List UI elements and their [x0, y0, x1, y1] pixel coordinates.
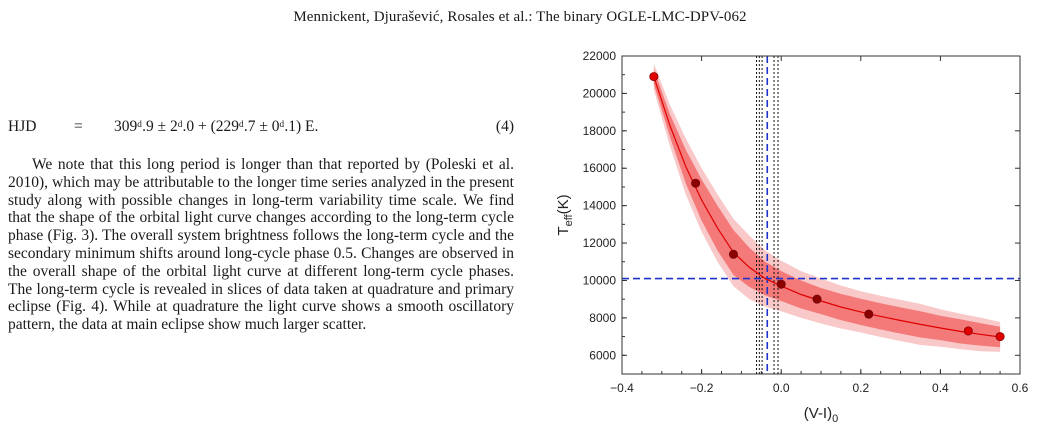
- equation-lhs: HJD: [8, 118, 37, 135]
- y-axis-label-sub: eff: [563, 213, 575, 226]
- x-tick-label-6: 0.6: [1012, 381, 1029, 395]
- y-tick-label-5: 14000: [583, 199, 617, 213]
- x-tick-label-1: −0.4: [610, 381, 634, 395]
- y-tick-label-4: 12000: [583, 236, 617, 250]
- teff-vs-color-chart: −0.4 −0.2 0.0 0.2 0.4 0.6 6000 8000 10000 12000 14…: [555, 49, 1029, 425]
- x-axis-label-sub: 0: [832, 413, 838, 425]
- y-tick-label-9: 22000: [583, 49, 617, 63]
- x-tick-label-2: −0.2: [690, 381, 714, 395]
- data-point-6: [864, 309, 874, 319]
- uncertainty-band-inner: [653, 69, 1001, 348]
- x-tick-label-4: 0.2: [852, 381, 869, 395]
- x-axis-label: (V-I)0: [804, 405, 838, 425]
- fit-curve-line: [653, 76, 1001, 338]
- y-axis-label-main: T: [555, 226, 572, 235]
- y-tick-label-7: 18000: [583, 124, 617, 138]
- y-axis-label: Teff(K): [555, 194, 575, 235]
- y-axis-label-unit: (K): [555, 194, 572, 214]
- running-header: Mennickent, Djurašević, Rosales et al.: …: [293, 9, 747, 25]
- body-paragraph: We note that this long period is longer …: [8, 156, 514, 334]
- x-axis-label-main: (V-I): [804, 405, 832, 422]
- paragraph-text: We note that this long period is longer …: [8, 156, 514, 334]
- x-tick-label-3: 0.0: [773, 381, 790, 395]
- y-tick-label-1: 6000: [589, 348, 616, 362]
- y-tick-label-3: 10000: [583, 273, 617, 287]
- data-point-8: [995, 332, 1005, 342]
- y-tick-label-6: 16000: [583, 161, 617, 175]
- data-point-7: [963, 326, 973, 336]
- data-point-4: [776, 279, 786, 289]
- y-tick-label-8: 20000: [583, 86, 617, 100]
- x-tick-label-5: 0.4: [932, 381, 949, 395]
- equation-equals: =: [74, 118, 83, 135]
- data-point-2: [691, 178, 701, 188]
- y-tick-label-2: 8000: [589, 311, 616, 325]
- equation-number: (4): [495, 118, 514, 135]
- equation-rhs: 309ᵈ.9 ± 2ᵈ.0 + (229ᵈ.7 ± 0ᵈ.1) E.: [114, 118, 319, 135]
- data-point-1: [649, 72, 659, 82]
- plot-area: [622, 56, 1020, 374]
- data-point-5: [812, 294, 822, 304]
- axis-ticks: −0.4 −0.2 0.0 0.2 0.4 0.6 6000 8000 10000 12000 14…: [583, 49, 1029, 395]
- data-point-3: [728, 249, 738, 259]
